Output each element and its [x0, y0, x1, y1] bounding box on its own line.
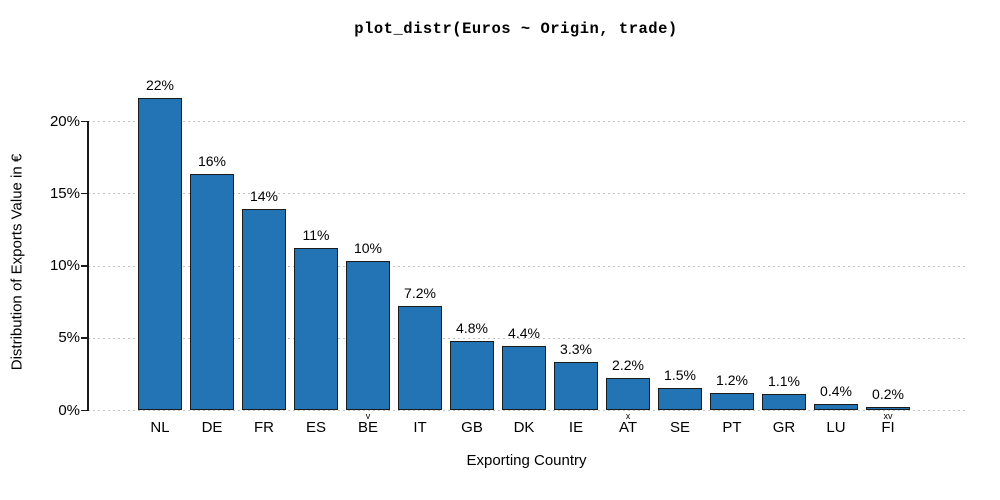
bar-value-label: 2.2%	[612, 357, 644, 374]
x-tick-label: SE	[669, 419, 690, 436]
bar-value-label: 11%	[302, 227, 330, 244]
y-tick-mark	[81, 120, 88, 122]
bar	[710, 392, 754, 410]
x-axis-title: Exporting Country	[466, 452, 587, 469]
bar	[762, 394, 806, 410]
x-tick-label: BE	[357, 419, 378, 436]
bar-value-label: 4.4%	[508, 325, 540, 342]
y-axis-title: Distribution of Exports Value in €	[8, 153, 26, 371]
chart-title: plot_distr(Euros ~ Origin, trade)	[354, 20, 678, 38]
y-tick-mark	[81, 337, 88, 339]
x-tick-label: FR	[254, 419, 274, 436]
x-tick-label: DE	[201, 419, 223, 436]
bar-value-label: 22%	[145, 76, 175, 93]
bar	[242, 209, 286, 410]
bar-value-label: 1.2%	[716, 371, 748, 388]
gridline	[88, 265, 965, 267]
y-tick-label: 5%	[58, 329, 80, 347]
x-tick-label: IT	[413, 419, 427, 436]
y-tick-mark	[81, 409, 88, 411]
x-tick-superscript: xv	[883, 411, 893, 421]
bar-value-label: 1.5%	[664, 367, 696, 384]
bar-value-label: 3.3%	[560, 341, 592, 358]
y-tick-label: 0%	[58, 401, 80, 419]
bar	[398, 305, 442, 410]
y-tick-mark	[81, 192, 88, 195]
bar	[606, 378, 650, 410]
bar-value-label: 1.1%	[768, 373, 800, 390]
x-tick-label: FI	[881, 419, 895, 436]
y-tick-label: 15%	[49, 184, 80, 202]
x-tick-superscript: v	[365, 411, 371, 421]
y-tick-mark	[81, 265, 88, 267]
gridline	[88, 121, 965, 122]
x-tick-label: AT	[618, 419, 638, 436]
y-axis-line	[87, 121, 89, 411]
x-tick-label: ES	[305, 419, 326, 436]
bar	[190, 174, 234, 410]
bar-value-label: 7.2%	[404, 284, 436, 301]
gridline	[88, 337, 965, 339]
bar-value-label: 4.8%	[456, 319, 488, 336]
bar	[814, 404, 858, 410]
x-tick-superscript: x	[625, 411, 631, 421]
bar	[554, 362, 598, 410]
bar	[138, 97, 182, 410]
gridline	[88, 410, 965, 411]
y-tick-label: 20%	[49, 112, 80, 130]
bar-value-label: 10%	[353, 240, 383, 257]
bar-value-label: 14%	[249, 188, 279, 205]
bar	[502, 346, 546, 410]
bar	[450, 340, 494, 410]
bar-value-label: 0.4%	[820, 383, 852, 400]
x-tick-label: NL	[150, 419, 170, 436]
bar	[658, 388, 702, 410]
bar	[346, 261, 390, 410]
x-tick-label: IE	[568, 419, 584, 436]
bar	[866, 407, 910, 410]
x-tick-label: GR	[772, 419, 796, 436]
x-tick-label: PT	[722, 419, 742, 436]
x-tick-label: LU	[826, 419, 846, 436]
x-tick-label: DK	[513, 419, 535, 436]
bar-value-label: 0.2%	[872, 386, 904, 403]
y-tick-label: 10%	[49, 257, 80, 274]
x-tick-label: GB	[461, 419, 483, 436]
bar-value-label: 16%	[197, 153, 227, 170]
gridline	[88, 193, 965, 195]
bar	[294, 248, 338, 410]
